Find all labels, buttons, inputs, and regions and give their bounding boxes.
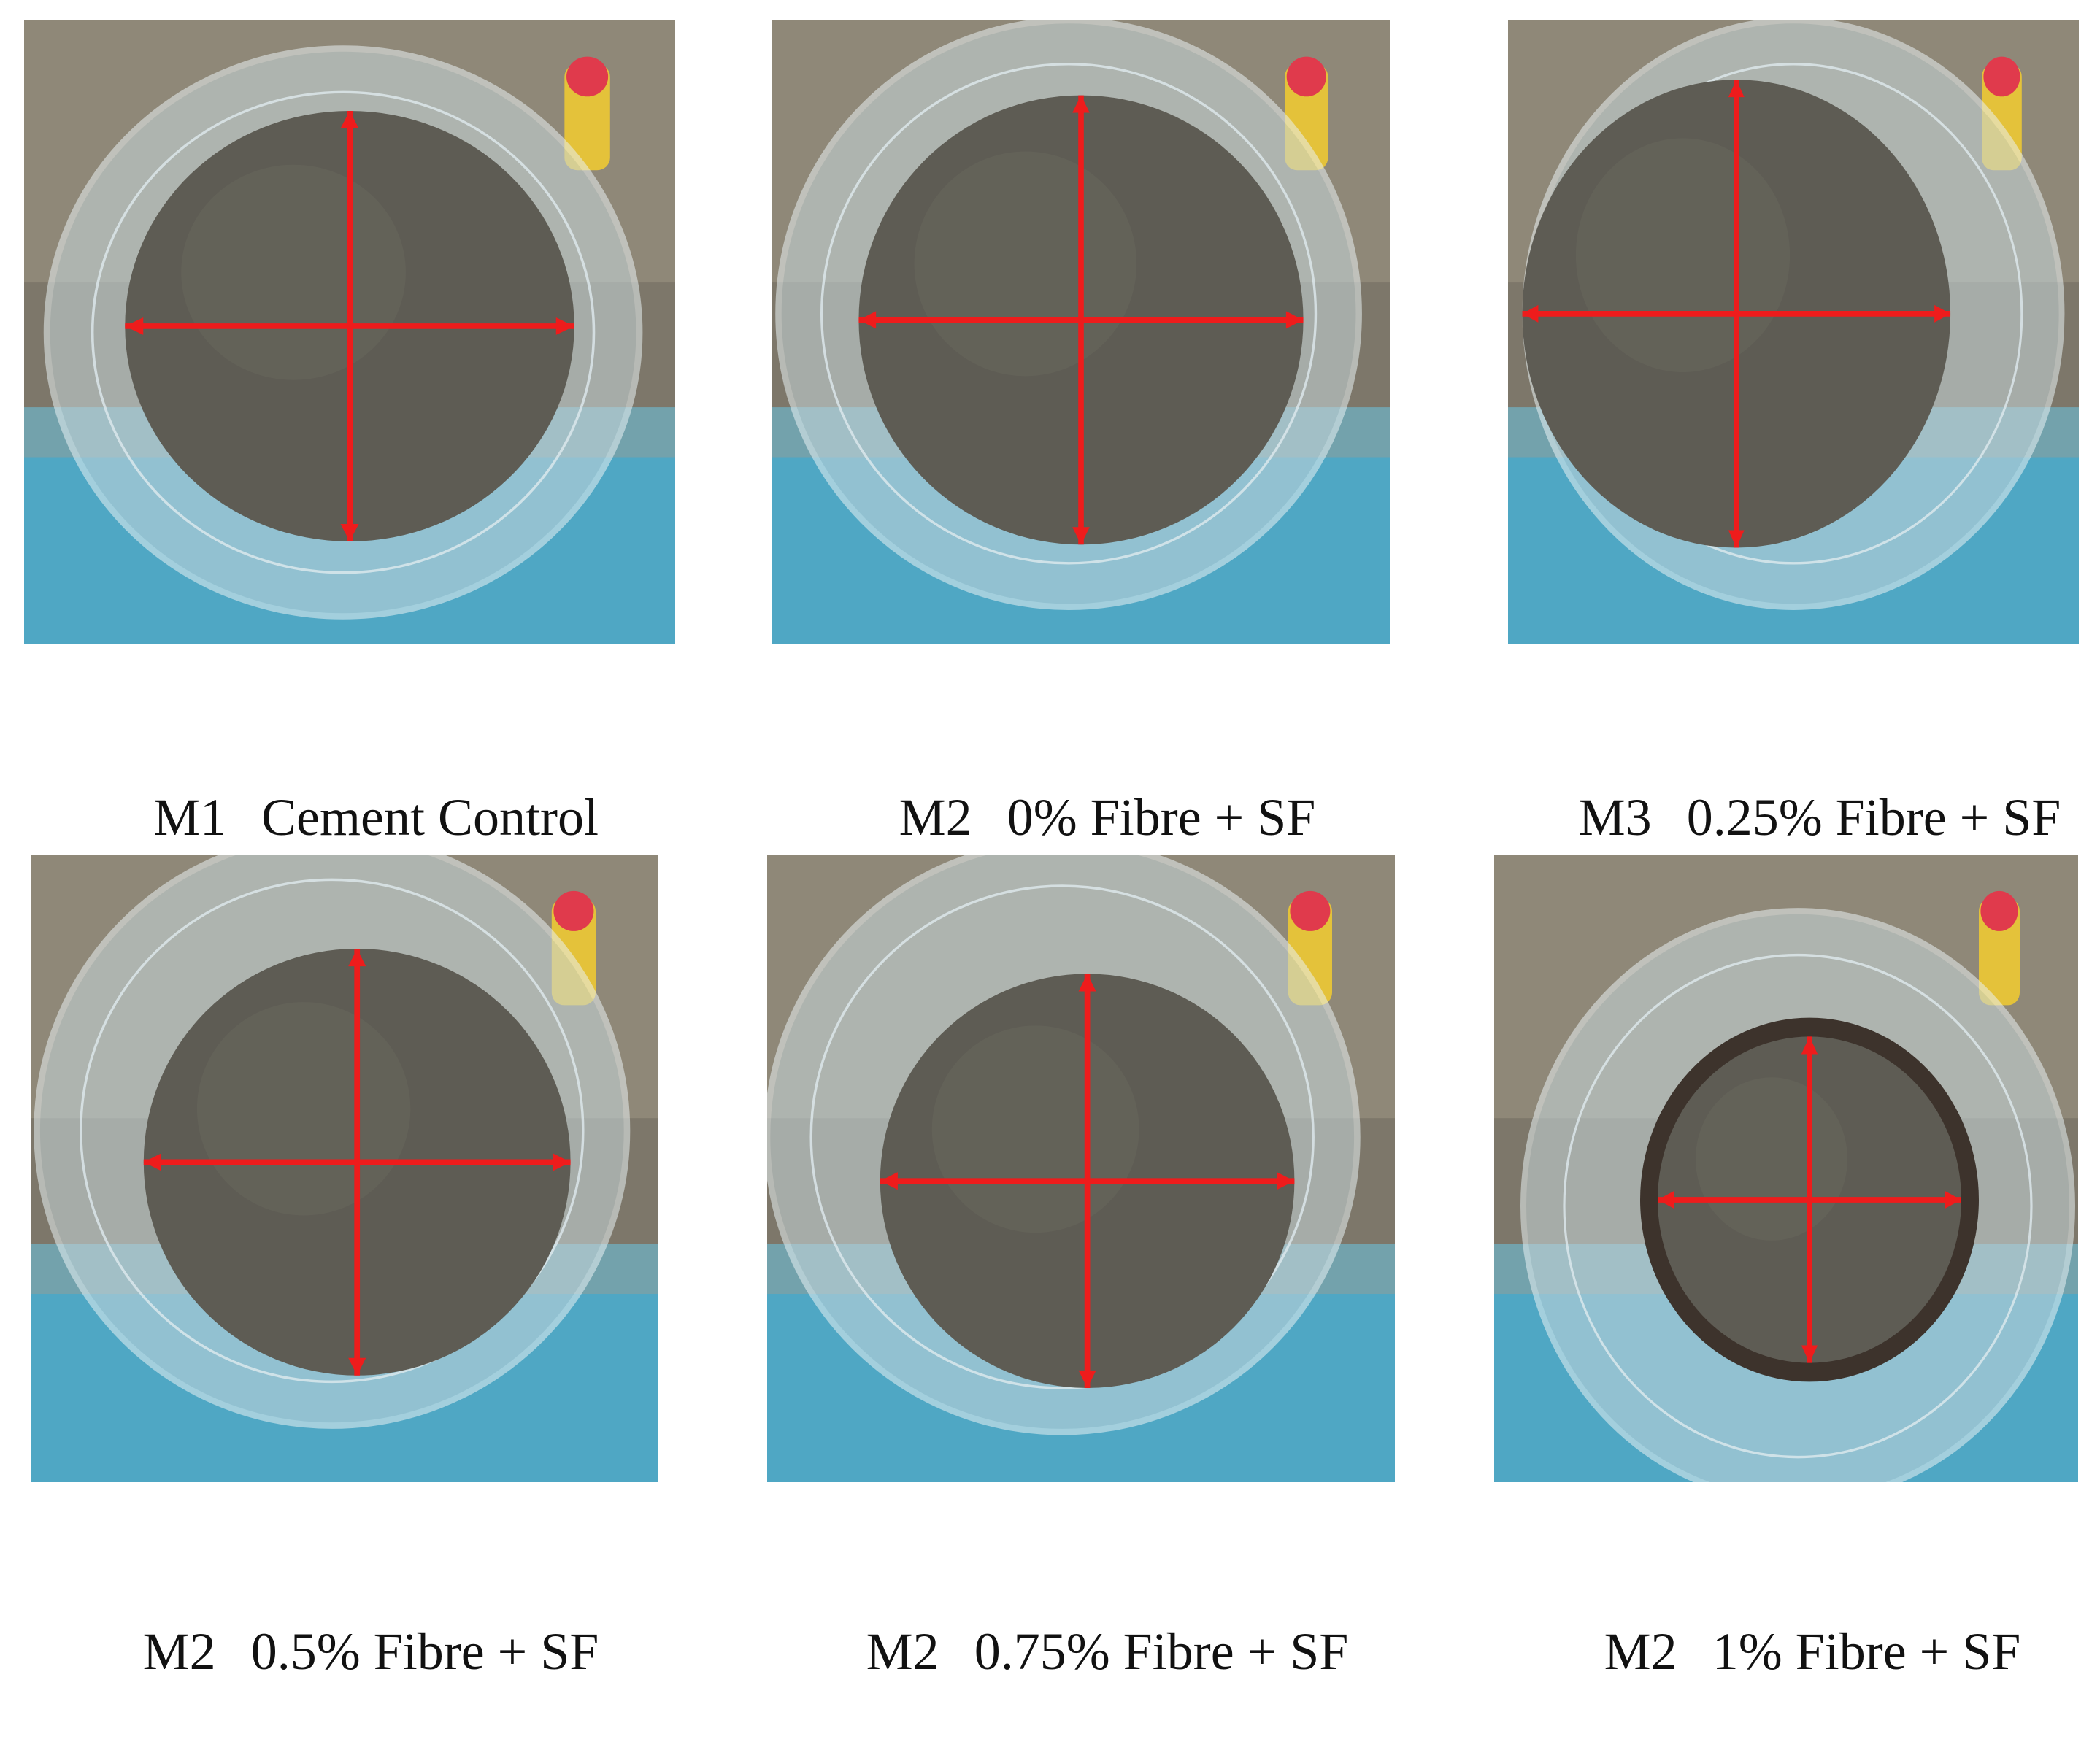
vertical-diameter-arrow-head	[348, 949, 366, 967]
mix-code: M2	[866, 1622, 939, 1681]
mix-code: M2	[142, 1622, 216, 1681]
horizontal-diameter-arrow-head	[1934, 304, 1951, 323]
vertical-diameter-arrow-head	[1728, 80, 1745, 98]
mix-code: M3	[1578, 788, 1652, 847]
aerosol-cap	[1286, 56, 1326, 97]
cement-sheen	[914, 151, 1137, 377]
vertical-diameter-arrow-head	[1801, 1345, 1818, 1363]
vertical-diameter-arrow-head	[340, 110, 359, 128]
mix-label: 0.5% Fibre + SF	[250, 1622, 599, 1681]
vertical-diameter-arrow-head	[348, 1357, 366, 1376]
vertical-diameter-arrow-head	[1078, 1370, 1096, 1388]
panel-caption: M1 Cement Control	[24, 719, 675, 847]
mix-label: Cement Control	[261, 788, 599, 847]
mix-code: M2	[1604, 1622, 1677, 1681]
horizontal-diameter-arrow-head	[1285, 311, 1304, 329]
aerosol-cap	[1290, 890, 1331, 931]
vertical-diameter-arrow-head	[1078, 974, 1096, 992]
horizontal-diameter-arrow-head	[143, 1153, 161, 1171]
horizontal-diameter-arrow-head	[1522, 304, 1539, 323]
horizontal-diameter-arrow-head	[125, 317, 144, 335]
photo-scene	[1508, 20, 2079, 644]
vertical-diameter-arrow-head	[1072, 95, 1090, 113]
mix-label: 0% Fibre + SF	[1007, 788, 1316, 847]
mix-code: M1	[153, 788, 227, 847]
vertical-diameter-arrow-head	[340, 523, 359, 541]
cement-sheen	[181, 164, 406, 380]
vertical-diameter-arrow-head	[1801, 1036, 1818, 1055]
mix-label: 1% Fibre + SF	[1712, 1622, 2021, 1681]
acrylic-inner-ring	[80, 878, 585, 1384]
panel-caption: M2 0.5% Fibre + SF	[31, 1553, 658, 1681]
panel-caption: M2 1% Fibre + SF	[1494, 1553, 2078, 1681]
flow-table-photo	[772, 20, 1390, 644]
vertical-diameter-arrow-head	[1072, 527, 1090, 545]
horizontal-diameter-arrow-head	[1277, 1172, 1295, 1190]
cement-sheen	[196, 1002, 411, 1216]
photo-scene	[1494, 855, 2078, 1482]
panel-caption: M3 0.25% Fibre + SF	[1508, 719, 2079, 847]
acrylic-inner-ring	[1563, 953, 2033, 1459]
cement-sheen	[1575, 138, 1791, 373]
horizontal-diameter-arrow-head	[1658, 1190, 1674, 1209]
horizontal-diameter-arrow-head	[880, 1172, 898, 1190]
flow-table-photo	[1494, 855, 2078, 1482]
photo-scene	[31, 855, 658, 1482]
photo-scene	[772, 20, 1390, 644]
panel-caption: M2 0.75% Fibre + SF	[767, 1553, 1395, 1681]
mix-label: 0.75% Fibre + SF	[974, 1622, 1349, 1681]
aerosol-cap	[1980, 890, 2018, 931]
acrylic-inner-ring	[809, 884, 1315, 1389]
mix-code: M2	[899, 788, 972, 847]
aerosol-cap	[1983, 56, 2020, 97]
aerosol-cap	[566, 56, 609, 97]
mix-label: 0.25% Fibre + SF	[1686, 788, 2061, 847]
flow-table-photo	[1508, 20, 2079, 644]
vertical-diameter-arrow-head	[1728, 530, 1745, 548]
horizontal-diameter-arrow-head	[1945, 1190, 1961, 1209]
aerosol-cap	[553, 890, 594, 931]
cement-sheen	[1696, 1077, 1847, 1241]
flow-table-photo	[767, 855, 1395, 1482]
panel-caption: M2 0% Fibre + SF	[772, 719, 1390, 847]
flow-table-photo	[24, 20, 675, 644]
flow-table-photo	[31, 855, 658, 1482]
photo-scene	[767, 855, 1395, 1482]
horizontal-diameter-arrow-head	[858, 311, 877, 329]
horizontal-diameter-arrow-head	[553, 1153, 571, 1171]
acrylic-inner-ring	[91, 90, 596, 574]
horizontal-diameter-arrow-head	[555, 317, 574, 335]
acrylic-inner-ring	[820, 63, 1318, 565]
photo-scene	[24, 20, 675, 644]
cement-sheen	[931, 1025, 1139, 1233]
